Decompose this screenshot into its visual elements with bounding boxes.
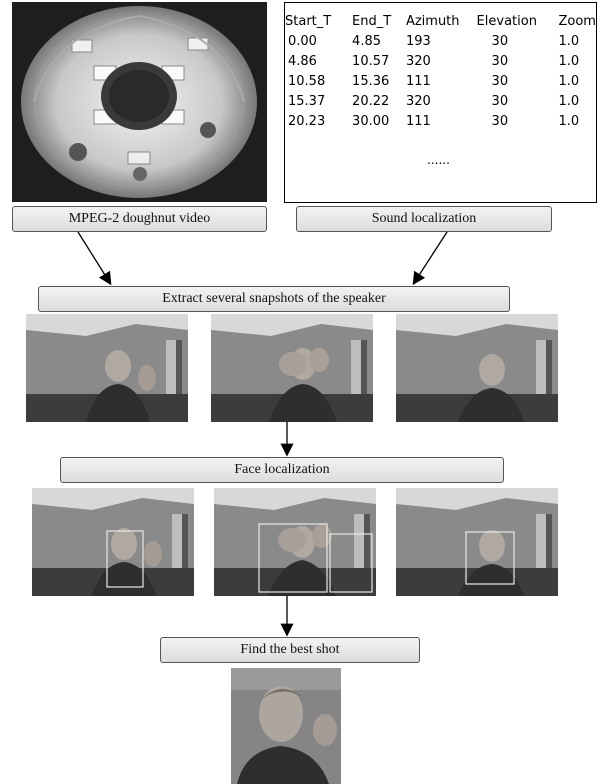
table-cell: 193	[405, 33, 431, 49]
doughnut-video-label: MPEG-2 doughnut video	[12, 206, 267, 232]
table-cell: 1.0	[558, 93, 580, 109]
table-row: 10.58 15.36 111 30 1.0	[285, 71, 596, 91]
face-localization-step: Face localization	[60, 457, 504, 483]
column-header: End_T	[352, 13, 392, 29]
arrow-sound-to-extract	[412, 231, 448, 286]
face-box	[258, 523, 328, 593]
face-snapshot-2	[214, 488, 376, 596]
table-cell: 30	[491, 73, 509, 89]
table-cell: 0.00	[288, 33, 317, 49]
table-cell: 111	[405, 113, 431, 129]
table-cell: 4.85	[352, 33, 381, 49]
table-cell: 10.58	[288, 73, 326, 89]
table-cell: 320	[405, 53, 431, 69]
sound-localization-label: Sound localization	[296, 206, 552, 232]
face-snapshot-3	[396, 488, 558, 596]
table-cell: 1.0	[558, 113, 580, 129]
azimuth-table: Start_T End_T Azimuth Elevation Zoom 0.0…	[285, 11, 596, 131]
table-row: 15.37 20.22 320 30 1.0	[285, 91, 596, 111]
table-cell: 30	[491, 93, 509, 109]
table-cell: 1.0	[558, 53, 580, 69]
table-cell: 1.0	[558, 33, 580, 49]
face-box	[106, 530, 144, 588]
table-cell: 20.23	[288, 113, 326, 129]
table-cell: 30.00	[352, 113, 390, 129]
table-cell: 320	[405, 93, 431, 109]
column-header: Azimuth	[405, 13, 460, 29]
arrow-video-to-extract	[77, 231, 112, 286]
table-row: 0.00 4.85 193 30 1.0	[285, 31, 596, 51]
table-row: 4.86 10.57 320 30 1.0	[285, 51, 596, 71]
best-shot-image	[231, 668, 341, 784]
table-header-row: Start_T End_T Azimuth Elevation Zoom	[285, 11, 596, 31]
column-header: Start_T	[285, 13, 332, 29]
face-box	[465, 531, 515, 585]
table-cell: 15.36	[352, 73, 390, 89]
speaker-snapshot-3	[396, 314, 558, 422]
column-header: Elevation	[476, 13, 537, 29]
table-cell: 10.57	[352, 53, 390, 69]
table-cell: 1.0	[558, 73, 580, 89]
table-cell: 4.86	[288, 53, 317, 69]
extract-snapshots-step: Extract several snapshots of the speaker	[38, 286, 510, 312]
table-row: 20.23 30.00 111 30 1.0	[285, 111, 596, 131]
best-shot-step: Find the best shot	[160, 637, 420, 663]
table-cell: 30	[491, 53, 509, 69]
face-snapshot-1	[32, 488, 194, 596]
sound-localization-table: Start_T End_T Azimuth Elevation Zoom 0.0…	[284, 2, 597, 203]
table-cell: 30	[491, 113, 509, 129]
speaker-snapshot-2	[211, 314, 373, 422]
table-cell: 30	[491, 33, 509, 49]
column-header: Zoom	[558, 13, 596, 29]
speaker-snapshot-1	[26, 314, 188, 422]
doughnut-video-frame	[12, 2, 267, 202]
table-cell: 111	[405, 73, 431, 89]
more-rows-ellipsis: ......	[427, 153, 450, 167]
table-cell: 15.37	[288, 93, 326, 109]
face-box	[329, 533, 373, 593]
table-cell: 20.22	[352, 93, 390, 109]
